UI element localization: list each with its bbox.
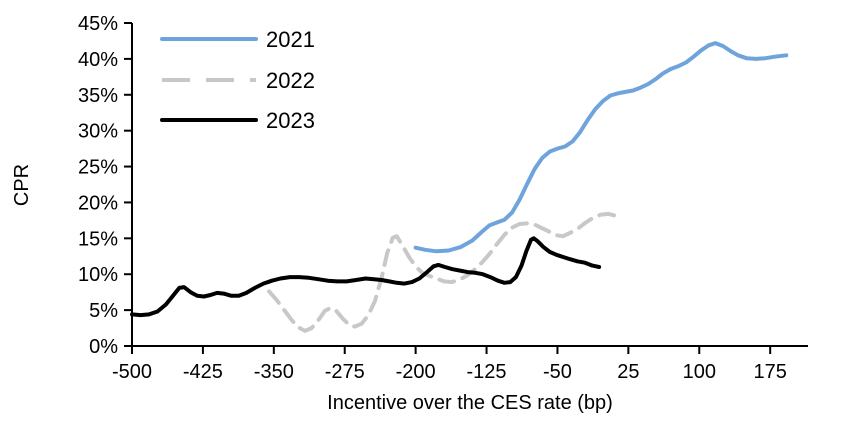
y-tick-label: 25% [78,157,118,179]
y-tick-label: 30% [78,121,118,143]
series-line-2022 [267,211,621,333]
x-axis-title: Incentive over the CES rate (bp) [327,392,613,414]
y-tick-label: 20% [78,192,118,214]
axes: 0% 5% 10% 15% 20% 25% 30% 35% 40% 45% -500 -425 -350… [78,13,808,383]
x-tick-label: -425 [183,361,223,383]
x-tick-label: -200 [396,361,436,383]
legend: 2021 2022 2023 [160,27,315,133]
legend-label-2022: 2022 [266,68,315,93]
y-tick-label: 45% [78,13,118,35]
y-tick-label: 35% [78,85,118,107]
legend-label-2023: 2023 [266,108,315,133]
y-tick-label: 10% [78,264,118,286]
x-tick-label: -500 [112,361,152,383]
y-tick-label: 5% [89,300,118,322]
y-tick-label: 0% [89,336,118,358]
y-axis-title: CPR [11,164,33,206]
x-tick-label: 25 [617,361,639,383]
y-tick-label: 40% [78,49,118,71]
x-tick-label: -125 [467,361,507,383]
series-line-2023 [130,236,602,318]
x-tick-label: 100 [683,361,716,383]
legend-label-2021: 2021 [266,27,315,52]
y-tick-label: 15% [78,228,118,250]
series-line-2021 [413,41,789,254]
x-tick-label: -350 [254,361,294,383]
x-tick-label: 175 [753,361,786,383]
x-tick-label: -50 [543,361,572,383]
x-tick-label: -275 [325,361,365,383]
series-lines [130,41,789,333]
